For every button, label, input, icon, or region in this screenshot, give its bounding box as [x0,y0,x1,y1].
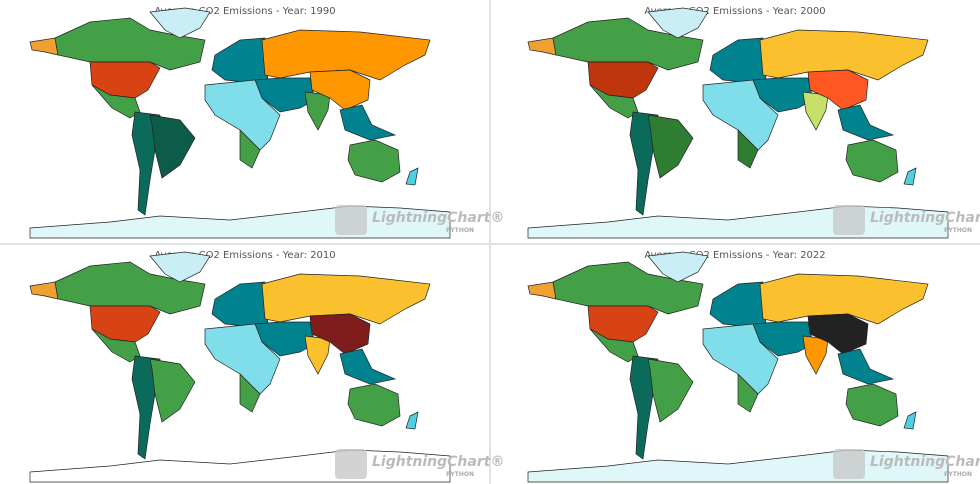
country-region [211,37,269,83]
country-region [802,335,829,375]
country-region [807,69,869,111]
country-region [204,323,281,395]
country-region [304,91,331,131]
watermark: LightningChart® [372,210,504,226]
country-region [54,17,206,71]
country-region [339,348,397,385]
map-panel: Average CO2 Emissions - Year: 2000 Lightn… [527,6,980,239]
country-region [149,7,211,39]
country-region [837,348,895,385]
country-region [845,383,899,427]
country-region [903,167,917,186]
country-region [309,69,371,111]
country-region [339,104,397,141]
country-region [149,114,196,179]
country-region [309,313,371,355]
country-region [702,323,779,395]
watermark-logo [833,449,865,479]
country-region [347,139,401,183]
country-region [737,129,759,169]
country-region [709,37,767,83]
map-panel: Average CO2 Emissions - Year: 2022 Lightn… [527,250,980,483]
country-region [29,281,59,300]
country-region [759,29,929,81]
watermark: LightningChart® [870,210,980,226]
country-region [527,37,557,56]
world-map [29,251,451,483]
country-region [405,167,419,186]
country-region [54,261,206,315]
watermark-sub: PYTHON [446,471,474,478]
watermark-sub: PYTHON [944,227,972,234]
country-region [589,328,639,363]
country-region [647,251,709,283]
map-panel: Average CO2 Emissions - Year: 2010 Lightn… [29,250,504,483]
country-region [802,91,829,131]
map-title: Average CO2 Emissions - Year: 2022 [644,250,825,261]
world-map [29,7,451,239]
watermark-sub: PYTHON [944,471,972,478]
country-region [589,84,639,119]
watermark-sub: PYTHON [446,227,474,234]
country-region [149,358,196,423]
country-region [261,29,431,81]
country-region [737,373,759,413]
map-title: Average CO2 Emissions - Year: 1990 [154,6,335,17]
world-map [527,7,949,239]
country-region [903,411,917,430]
watermark-logo [335,205,367,235]
watermark-logo [335,449,367,479]
country-region [552,17,704,71]
country-region [759,273,929,325]
country-region [845,139,899,183]
country-region [29,37,59,56]
watermark: LightningChart® [870,454,980,470]
country-region [347,383,401,427]
country-region [552,261,704,315]
country-region [702,79,779,151]
country-region [837,104,895,141]
country-region [405,411,419,430]
country-region [211,281,269,327]
country-region [647,114,694,179]
country-region [204,79,281,151]
map-panel: Average CO2 Emissions - Year: 1990 Lightn… [29,6,504,239]
watermark-logo [833,205,865,235]
country-region [239,373,261,413]
country-region [807,313,869,355]
country-region [527,281,557,300]
country-region [239,129,261,169]
country-region [647,358,694,423]
watermark: LightningChart® [372,454,504,470]
country-region [149,251,211,283]
world-map [527,251,949,483]
map-title: Average CO2 Emissions - Year: 2010 [154,250,335,261]
country-region [91,328,141,363]
map-title: Average CO2 Emissions - Year: 2000 [644,6,825,17]
country-region [91,84,141,119]
country-region [709,281,767,327]
country-region [304,335,331,375]
country-region [647,7,709,39]
country-region [261,273,431,325]
